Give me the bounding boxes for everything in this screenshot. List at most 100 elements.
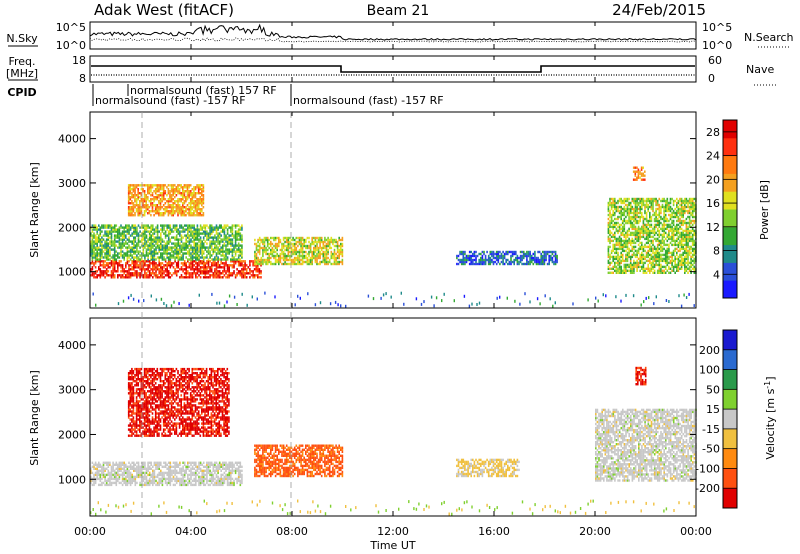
heatmap-cell (166, 248, 168, 251)
heatmap-cell (134, 274, 137, 277)
heatmap-cell (145, 210, 147, 213)
heatmap-cell (113, 266, 116, 269)
heatmap-cell (142, 206, 144, 209)
heatmap-cell (167, 240, 170, 243)
heatmap-cell (669, 201, 672, 205)
heatmap-cell (94, 276, 97, 279)
heatmap-cell (191, 208, 194, 211)
heatmap-cell (239, 254, 242, 257)
heatmap-cell (191, 248, 194, 251)
heatmap-cell (641, 229, 643, 233)
heatmap-cell (174, 210, 176, 213)
heatmap-cell (609, 221, 611, 225)
heatmap-cell (258, 246, 261, 250)
heatmap-cell (204, 268, 207, 271)
heatmap-cell (621, 259, 624, 263)
heatmap-cell (292, 262, 294, 266)
heatmap-cell (633, 233, 635, 237)
heatmap-cell (139, 260, 141, 263)
heatmap-cell (167, 230, 170, 233)
heatmap-cell (237, 242, 240, 245)
heatmap-cell (94, 467, 97, 470)
heatmap-cell (134, 270, 137, 273)
heatmap-cell (198, 244, 200, 247)
heatmap-cell (305, 240, 307, 244)
heatmap-cell (292, 258, 294, 262)
heatmap-cell (156, 240, 159, 243)
heatmap-cell (550, 258, 552, 262)
heatmap-cell (285, 254, 288, 258)
heatmap-cell (188, 250, 191, 253)
heatmap-cell (652, 263, 654, 267)
heatmap-cell (677, 209, 680, 213)
heatmap-cell (644, 261, 646, 265)
heatmap-cell (212, 230, 215, 233)
heatmap-cell (169, 246, 172, 249)
heatmap-cell (145, 206, 147, 209)
heatmap-cell (625, 241, 627, 245)
heatmap-cell (634, 174, 637, 177)
heatmap-cell (167, 234, 170, 237)
heatmap-cell (185, 198, 187, 201)
heatmap-cell (209, 256, 211, 259)
heatmap-cell (325, 256, 328, 260)
heatmap-cell (183, 276, 186, 279)
heatmap-cell (612, 211, 614, 215)
heatmap-cell (278, 240, 280, 244)
heatmap-cell (629, 263, 632, 267)
heatmap-cell (617, 247, 619, 251)
heatmap-cell (609, 237, 611, 241)
heatmap-cell (663, 265, 665, 269)
heatmap-cell (265, 246, 267, 250)
heatmap-cell (105, 238, 108, 241)
heatmap-cell (623, 223, 626, 227)
heatmap-cell (647, 231, 649, 235)
heatmap-cell (660, 257, 662, 261)
heatmap-cell (137, 206, 139, 209)
heatmap-cell (152, 266, 154, 269)
heatmap-cell (214, 270, 216, 273)
heatmap-cell (615, 229, 618, 233)
heatmap-cell (228, 226, 230, 229)
heatmap-cell (691, 211, 694, 215)
heatmap-cell (690, 247, 692, 251)
heatmap-cell (274, 295, 276, 299)
heatmap-cell (195, 232, 197, 235)
heatmap-cell (693, 257, 696, 261)
heatmap-cell (148, 252, 151, 255)
heatmap-cell (625, 233, 627, 237)
heatmap-cell (674, 241, 676, 245)
heatmap-cell (680, 201, 683, 205)
heatmap-cell (233, 270, 235, 273)
heatmap-cell (127, 206, 130, 209)
heatmap-cell (266, 252, 269, 256)
heatmap-cell (615, 251, 618, 255)
heatmap-cell (193, 212, 195, 215)
heatmap-cell (623, 225, 626, 229)
heatmap-cell (257, 268, 259, 271)
heatmap-cell (222, 240, 224, 243)
heatmap-cell (650, 247, 653, 251)
heatmap-cell (249, 276, 251, 279)
heatmap-cell (136, 274, 138, 277)
heatmap-cell (693, 239, 696, 243)
heatmap-cell (628, 233, 630, 237)
heatmap-cell (642, 257, 645, 261)
heatmap-cell (289, 236, 291, 240)
heatmap-cell (540, 252, 542, 256)
heatmap-cell (656, 263, 659, 267)
heatmap-cell (636, 227, 638, 231)
heatmap-cell (481, 256, 484, 260)
heatmap-cell (625, 249, 627, 253)
heatmap-cell (308, 260, 310, 264)
heatmap-cell (99, 274, 102, 277)
heatmap-cell (185, 256, 187, 259)
heatmap-cell (136, 230, 138, 233)
heatmap-cell (620, 259, 622, 263)
heatmap-cell (314, 248, 317, 252)
heatmap-cell (626, 199, 629, 203)
heatmap-cell (650, 245, 653, 249)
heatmap-cell (126, 246, 129, 249)
heatmap-cell (164, 260, 167, 263)
heatmap-cell (217, 240, 219, 243)
